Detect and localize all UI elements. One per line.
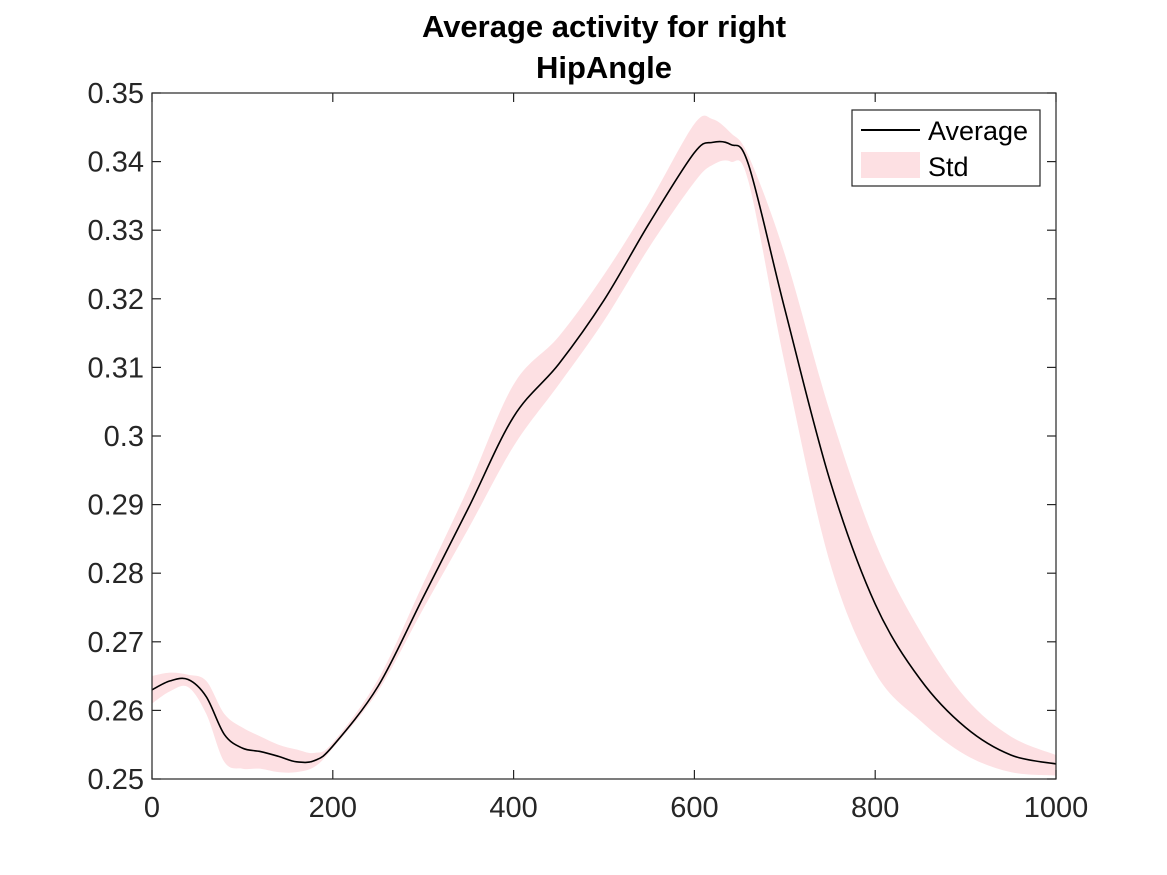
y-tick-label: 0.31 [88, 352, 144, 384]
legend-average-label: Average [928, 116, 1028, 146]
x-tick-label: 0 [144, 792, 160, 824]
legend-std-label: Std [928, 152, 969, 182]
y-tick-label: 0.25 [88, 764, 144, 796]
y-tick-label: 0.34 [88, 147, 144, 179]
x-axis: 0 200 400 600 800 1000 [144, 93, 1088, 824]
y-tick-label: 0.28 [88, 558, 144, 590]
chart-title-line-2: HipAngle [536, 50, 672, 85]
x-tick-label: 800 [851, 792, 899, 824]
series-line-average [151, 140, 1057, 765]
x-tick-label: 200 [309, 792, 357, 824]
y-tick-label: 0.33 [88, 215, 144, 247]
x-tick-label: 400 [489, 792, 537, 824]
legend-std-swatch [861, 152, 920, 178]
x-tick-label: 600 [670, 792, 718, 824]
chart-title-line-1: Average activity for right [422, 9, 786, 44]
y-tick-label: 0.26 [88, 695, 144, 727]
y-tick-label: 0.3 [104, 421, 144, 453]
x-tick-label: 1000 [1024, 792, 1089, 824]
y-axis: 0.25 0.26 0.27 0.28 0.29 0.3 0.31 0.32 0.33 0.34 0… [88, 78, 1056, 796]
legend: Average Std [851, 109, 1041, 187]
plot-area [151, 115, 1057, 776]
y-tick-label: 0.32 [88, 284, 144, 316]
y-tick-label: 0.35 [88, 78, 144, 110]
y-tick-label: 0.27 [88, 627, 144, 659]
std-band [152, 115, 1056, 776]
y-tick-label: 0.29 [88, 490, 144, 522]
